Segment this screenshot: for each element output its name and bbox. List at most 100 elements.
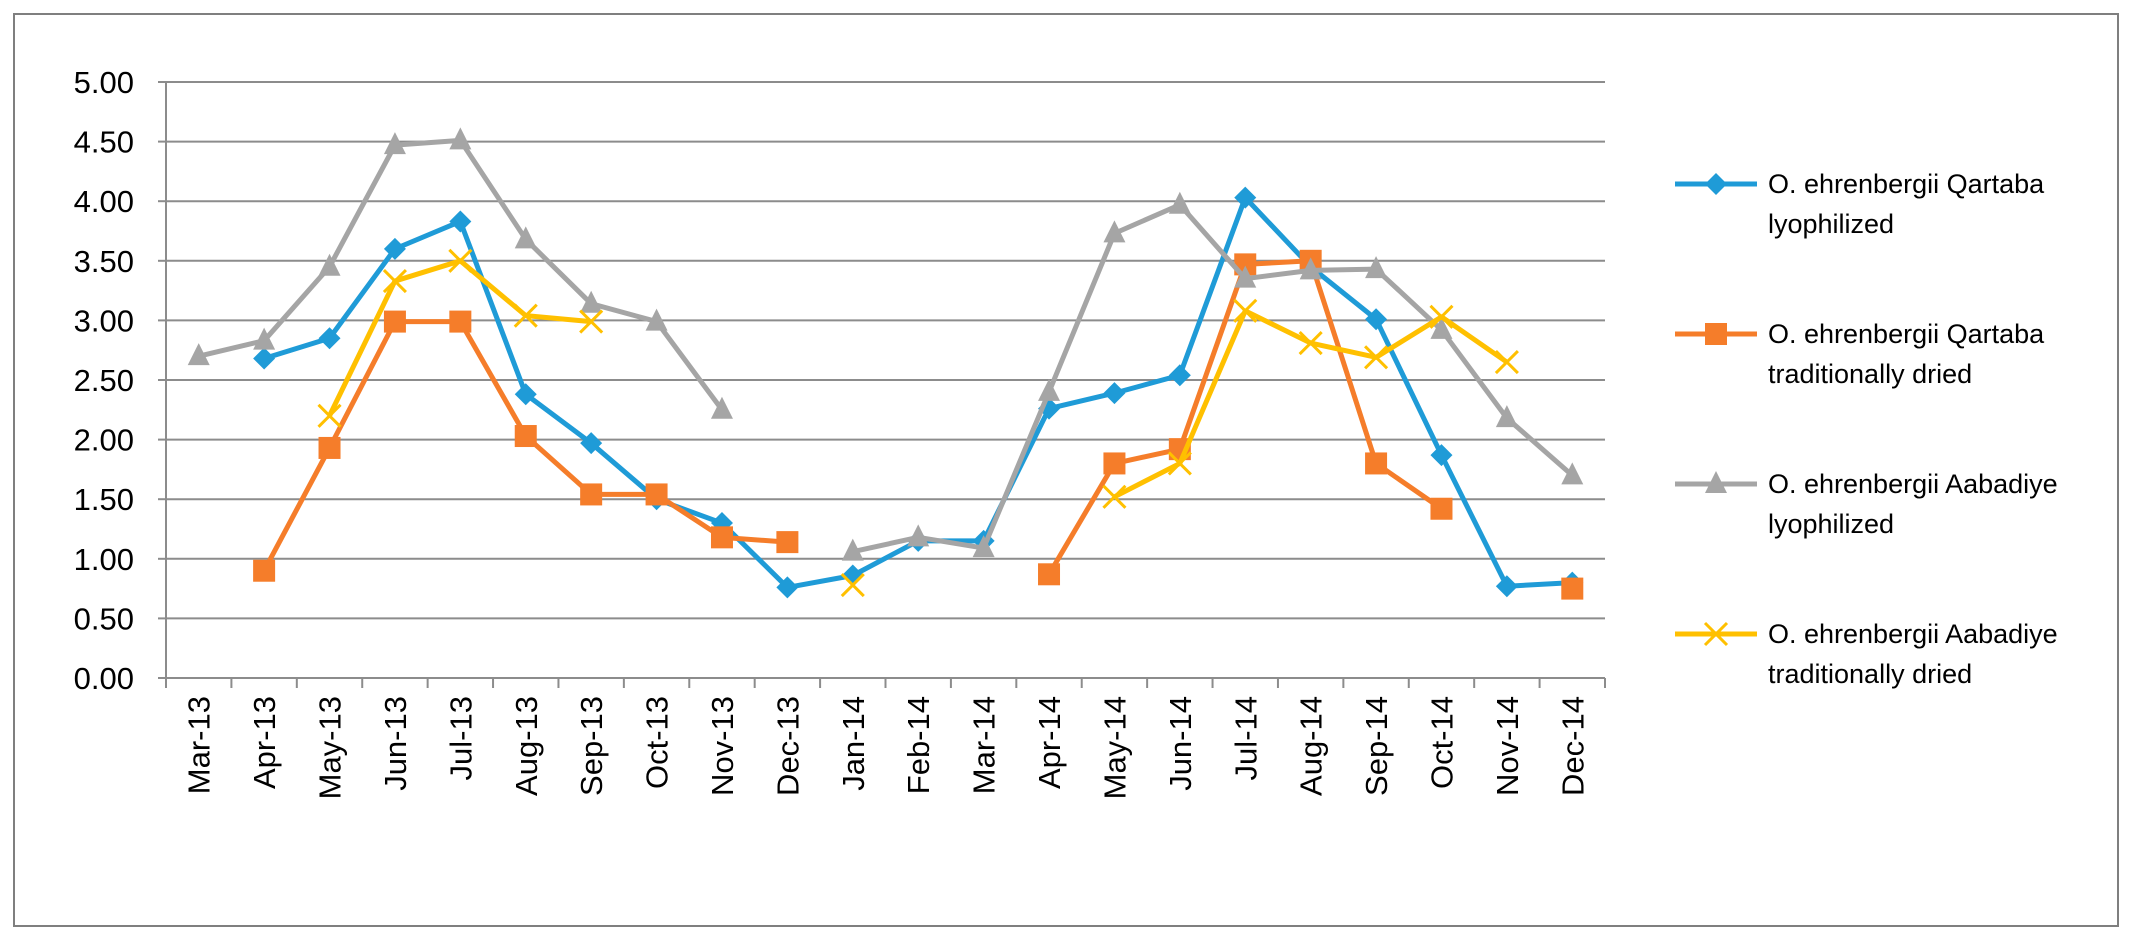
- x-tick-label: Jul-13: [443, 696, 478, 780]
- marker: [1103, 220, 1126, 243]
- y-tick-label: 4.00: [74, 184, 134, 219]
- y-tick-label: 3.00: [74, 303, 134, 338]
- legend-label: O. ehrenbergii Qartaba lyophilized: [1768, 169, 2045, 239]
- x-tick-label: Oct-13: [640, 696, 675, 789]
- legend-swatch: [1675, 471, 1757, 493]
- legend-item: O. ehrenbergii Qartaba lyophilized: [1675, 164, 2115, 254]
- y-tick-label: 0.50: [74, 601, 134, 636]
- marker: [1705, 173, 1727, 195]
- marker: [1703, 621, 1729, 647]
- marker: [1167, 451, 1192, 476]
- marker: [514, 383, 537, 406]
- marker: [318, 327, 341, 350]
- legend-swatch: [1675, 621, 1757, 647]
- x-tick-label: Mar-13: [182, 696, 217, 794]
- marker: [645, 308, 668, 331]
- legend-label: O. ehrenbergii Aabadiye traditionally dr…: [1768, 619, 2058, 689]
- marker: [710, 396, 733, 419]
- legend-swatch: [1675, 323, 1757, 345]
- marker: [1365, 308, 1388, 331]
- y-tick-label: 3.50: [74, 244, 134, 279]
- y-tick-label: 2.00: [74, 423, 134, 458]
- marker: [383, 310, 406, 333]
- x-tick-label: Nov-14: [1490, 696, 1525, 796]
- marker: [449, 310, 472, 333]
- x-tick-label: Feb-14: [901, 696, 936, 794]
- legend-item: O. ehrenbergii Qartaba traditionally dri…: [1675, 314, 2115, 404]
- marker: [1365, 452, 1388, 475]
- marker: [253, 327, 276, 350]
- marker: [187, 343, 210, 366]
- x-tick-label: Jan-14: [836, 696, 871, 791]
- marker: [645, 483, 668, 506]
- marker: [1233, 298, 1258, 323]
- marker: [1298, 330, 1323, 356]
- x-tick-label: Sep-13: [574, 696, 609, 796]
- marker: [1561, 577, 1584, 600]
- marker: [1494, 350, 1519, 375]
- legend-label: O. ehrenbergii Qartaba traditionally dri…: [1768, 319, 2045, 389]
- x-tick-label: Jun-13: [378, 696, 413, 791]
- marker: [1705, 471, 1727, 493]
- marker: [317, 403, 342, 428]
- x-tick-label: Sep-14: [1359, 696, 1394, 796]
- legend-item: O. ehrenbergii Aabadiye lyophilized: [1675, 464, 2115, 554]
- marker: [514, 226, 537, 249]
- marker: [1365, 256, 1388, 279]
- marker: [776, 531, 799, 554]
- marker: [1430, 316, 1453, 339]
- x-tick-label: Nov-13: [705, 696, 740, 796]
- marker: [449, 127, 472, 150]
- y-tick-label: 2.50: [74, 363, 134, 398]
- y-tick-label: 5.00: [74, 65, 134, 100]
- marker: [1103, 452, 1126, 475]
- legend-item: O. ehrenbergii Aabadiye traditionally dr…: [1675, 614, 2115, 704]
- marker: [1705, 323, 1727, 345]
- marker: [840, 572, 865, 598]
- marker: [448, 248, 473, 273]
- marker: [1102, 484, 1127, 509]
- marker: [383, 237, 406, 260]
- marker: [1234, 186, 1257, 209]
- y-tick-label: 1.00: [74, 542, 134, 577]
- x-tick-label: May-13: [313, 696, 348, 799]
- marker: [580, 290, 603, 313]
- marker: [710, 526, 733, 549]
- chart-border: [13, 13, 2119, 927]
- marker: [841, 538, 864, 561]
- y-tick-label: 1.50: [74, 482, 134, 517]
- x-tick-label: Dec-14: [1555, 696, 1590, 796]
- y-tick-label: 4.50: [74, 125, 134, 160]
- marker: [514, 425, 537, 448]
- marker: [580, 483, 603, 506]
- legend-swatch: [1675, 173, 1757, 195]
- marker: [1038, 563, 1061, 586]
- marker: [1495, 575, 1518, 598]
- marker: [449, 210, 472, 233]
- x-tick-label: May-14: [1097, 696, 1132, 799]
- x-tick-label: Apr-14: [1032, 696, 1067, 789]
- marker: [1495, 405, 1518, 428]
- marker: [383, 132, 406, 155]
- x-tick-label: Aug-13: [509, 696, 544, 796]
- marker: [1103, 382, 1126, 405]
- marker: [1038, 378, 1061, 401]
- marker: [253, 559, 276, 582]
- y-tick-label: 0.00: [74, 661, 134, 696]
- marker: [972, 535, 995, 558]
- x-tick-label: Oct-14: [1424, 696, 1459, 789]
- marker: [382, 269, 407, 294]
- marker: [907, 524, 930, 547]
- marker: [776, 576, 799, 599]
- marker: [1430, 497, 1453, 520]
- x-tick-label: Aug-14: [1294, 696, 1329, 796]
- marker: [318, 253, 341, 276]
- marker: [1561, 462, 1584, 485]
- legend-label: O. ehrenbergii Aabadiye lyophilized: [1768, 469, 2058, 539]
- marker: [1364, 345, 1389, 370]
- x-tick-label: Jun-14: [1163, 696, 1198, 791]
- marker: [580, 432, 603, 455]
- x-tick-label: Dec-13: [770, 696, 805, 796]
